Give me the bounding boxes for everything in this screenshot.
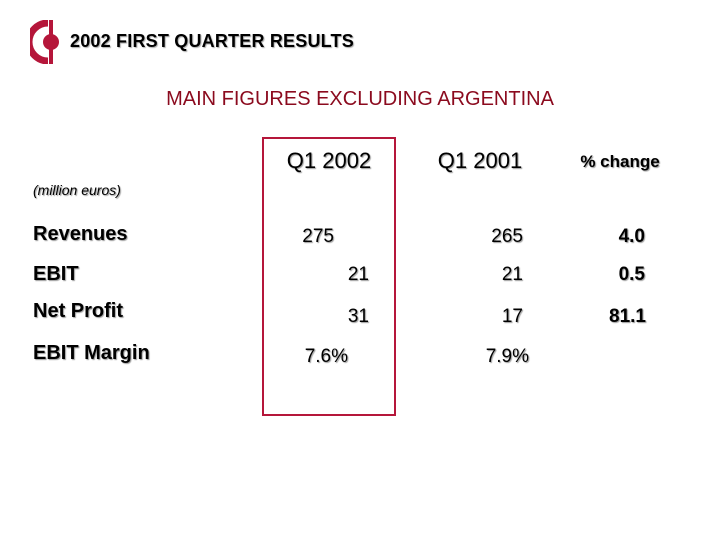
q1-2002-highlight-box bbox=[262, 137, 396, 416]
header-title: 2002 FIRST QUARTER RESULTS bbox=[70, 31, 354, 51]
column-header-q1-2002: Q1 2002 bbox=[286, 148, 372, 173]
row-label-net-profit: Net Profit bbox=[33, 300, 123, 322]
revenues-change: 4.0 bbox=[618, 226, 645, 247]
company-logo-icon bbox=[30, 20, 59, 64]
ebit-change: 0.5 bbox=[618, 264, 645, 285]
row-label-ebit: EBIT bbox=[33, 263, 79, 285]
ebit-margin-q1-2001: 7.9% bbox=[485, 346, 529, 367]
row-label-revenues: Revenues bbox=[33, 223, 128, 245]
unit-note: (million euros) bbox=[33, 182, 121, 198]
net-profit-q1-2001: 17 bbox=[501, 306, 523, 327]
ebit-q1-2001: 21 bbox=[501, 264, 523, 285]
page-subtitle: MAIN FIGURES EXCLUDING ARGENTINA bbox=[166, 88, 554, 110]
ebit-margin-q1-2002: 7.6% bbox=[304, 346, 348, 367]
revenues-q1-2001: 265 bbox=[491, 226, 523, 247]
row-label-ebit-margin: EBIT Margin bbox=[33, 342, 150, 364]
ebit-q1-2002: 21 bbox=[347, 264, 369, 285]
net-profit-q1-2002: 31 bbox=[347, 306, 369, 327]
net-profit-change: 81.1 bbox=[609, 306, 646, 327]
revenues-q1-2002: 275 bbox=[302, 226, 334, 247]
column-header-q1-2001: Q1 2001 bbox=[437, 148, 523, 173]
column-header-change: % change bbox=[580, 152, 660, 171]
